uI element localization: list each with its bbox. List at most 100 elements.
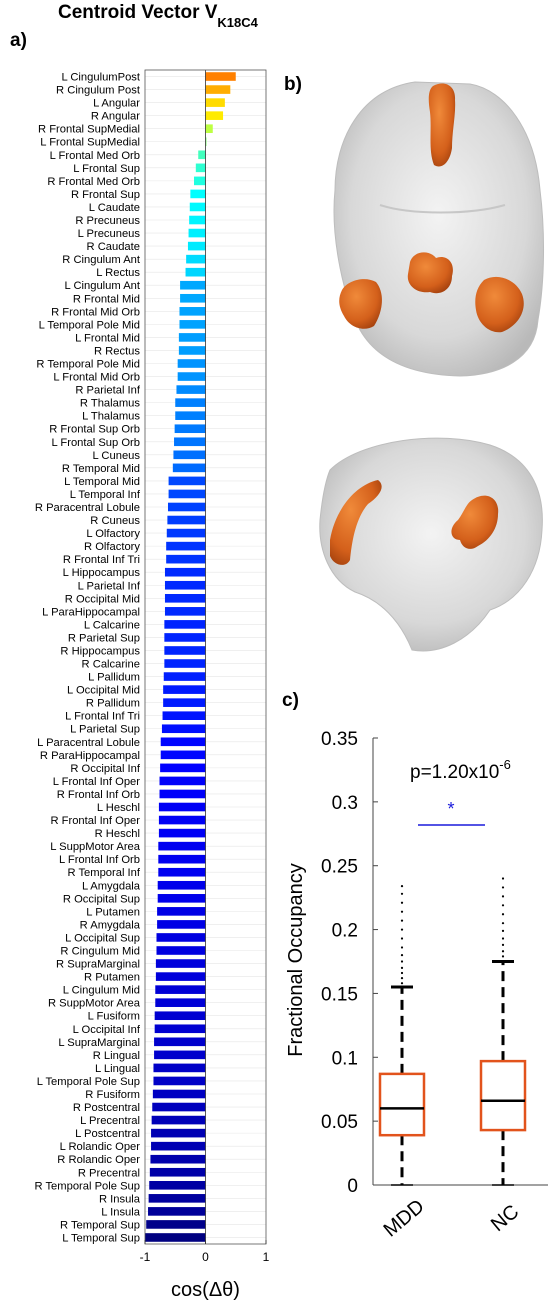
bar-78 [152,1089,206,1099]
bar-57 [158,815,206,825]
bar-category-label: R Postcentral [73,1102,140,1114]
bar-category-label: L Temporal Inf [70,489,141,501]
bar-category-label: R Rolandic Oper [57,1154,140,1166]
bar-23 [177,372,206,381]
bar-category-label: R Frontal Inf Orb [57,789,140,801]
x-tick-label: 0 [202,1250,209,1264]
bar-category-label: R Frontal Med Orb [47,176,140,188]
outlier-point [501,937,505,940]
outlier-point [501,943,505,946]
bar-category-label: L Frontal Inf Oper [53,776,141,788]
bar-category-label: R Frontal Sup [71,189,140,201]
bar-category-label: L Parietal Sup [70,724,140,736]
bar-category-label: L Postcentral [75,1128,140,1140]
bar-category-label: L Temporal Pole Mid [39,319,140,331]
bar-category-label: L Frontal Inf Tri [65,711,140,723]
bar-65 [157,920,206,929]
bar-86 [148,1194,206,1203]
y-tick-label: 0.35 [321,729,358,750]
box-MDD [378,1072,426,1137]
bar-category-label: R Temporal Inf [67,867,140,879]
outlier-point [400,946,404,949]
bar-81 [151,1128,206,1138]
bar-category-label: L Hippocampus [63,567,141,579]
outlier-point [501,913,505,916]
bar-category-label: R Occipital Mid [65,593,140,605]
bar-40 [164,593,206,603]
bar-category-label: R Occipital Inf [70,763,141,775]
y-tick-label: 0.3 [332,793,358,814]
p-value-annotation: p=1.20x10-6 [410,757,511,783]
outlier-point [501,886,505,889]
outlier-point [501,895,505,898]
bar-category-label: L Temporal Sup [62,1232,140,1244]
outlier-point [400,885,404,888]
bar-category-label: L Rectus [96,267,140,279]
bar-53 [160,763,206,773]
bar-category-label: R SuppMotor Area [48,998,141,1010]
outlier-point [400,954,404,957]
bar-54 [159,776,206,786]
bar-9 [190,189,206,199]
bar-28 [174,437,206,447]
bar-69 [155,972,206,981]
bar-category-label: L Cingulum Mid [63,985,140,997]
bar-15 [185,267,206,277]
bar-7 [195,163,206,173]
sagittal-brain-view [319,437,543,652]
bar-70 [155,985,206,994]
bar-category-label: L Precuneus [78,228,141,240]
bar-category-label: L Occipital Sup [65,932,140,944]
box-NC [479,1059,527,1132]
brain-renders [319,81,545,652]
bar-82 [151,1141,206,1151]
bar-16 [180,280,206,290]
bar-62 [157,880,206,890]
bar-19 [179,320,206,329]
bar-3 [205,111,224,120]
bar-77 [153,1076,206,1086]
bar-category-label: R Frontal Inf Oper [50,815,140,827]
panel-label-b: b) [284,74,302,95]
bar-29 [173,450,206,460]
bar-category-label: R Amygdala [80,919,141,931]
bar-category-label: R Precentral [78,1167,140,1179]
x-tick-label: -1 [140,1250,151,1264]
bar-56 [158,802,206,812]
x-tick-label: 1 [263,1250,270,1264]
bar-89 [145,1233,206,1242]
outlier-point [400,910,404,913]
bar-58 [158,828,206,838]
bar-category-label: R Paracentral Lobule [35,502,140,514]
bar-category-label: L Frontal Sup [73,163,140,175]
bar-73 [154,1024,206,1034]
bar-category-label: L CingulumPost [61,72,140,84]
outlier-point [400,966,404,969]
group-label: NC [487,1201,523,1236]
outlier-point [400,937,404,940]
bar-category-label: L Thalamus [82,411,140,423]
bar-category-label: R Pallidum [86,698,140,710]
bar-80 [151,1115,206,1125]
bar-category-label: R Cingulum Mid [60,946,140,958]
bar-72 [154,1011,206,1021]
cluster-right-angular [475,276,524,333]
bar-66 [156,933,206,942]
bar-10 [189,202,206,212]
bar-category-label: L Fusiform [88,1011,140,1023]
y-tick-label: 0.2 [332,921,358,942]
bar-category-label: R Cingulum Ant [62,254,141,266]
bar-6 [198,150,206,160]
bar-category-label: L Temporal Mid [64,476,140,488]
bar-category-label: R Parietal Sup [68,632,140,644]
bar-32 [168,489,206,499]
bar-55 [159,789,206,799]
bar-category-label: L Precentral [80,1115,140,1127]
significance-star: * [447,799,454,819]
bar-category-label: R SupraMarginal [56,959,140,971]
bar-17 [180,293,206,303]
bar-category-label: L Lingual [95,1063,140,1075]
bar-category-label: R Frontal Mid [73,293,140,305]
